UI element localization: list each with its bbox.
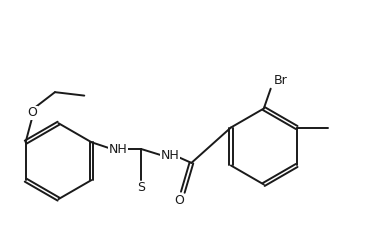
Text: O: O	[174, 194, 184, 207]
Text: Br: Br	[274, 73, 288, 87]
Text: O: O	[28, 106, 38, 119]
Text: NH: NH	[160, 149, 179, 163]
Text: S: S	[137, 182, 145, 194]
Text: NH: NH	[109, 143, 127, 156]
